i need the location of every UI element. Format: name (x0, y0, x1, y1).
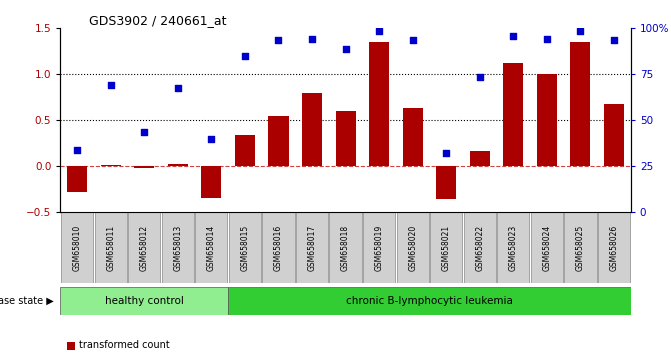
Bar (329, 212, 362, 283)
Point (541, 36, 552, 42)
Bar (604, 104, 624, 166)
Bar (296, 212, 328, 283)
Point (206, 136, 217, 142)
Point (172, 85, 183, 91)
Text: GSM658012: GSM658012 (140, 225, 149, 271)
Bar (201, 166, 221, 198)
Bar (403, 108, 423, 166)
Bar (363, 212, 395, 283)
Bar (564, 212, 597, 283)
Bar (570, 42, 590, 166)
Point (307, 36, 317, 42)
Point (105, 82, 116, 88)
Bar (195, 212, 227, 283)
Bar (302, 93, 322, 166)
Text: GSM658016: GSM658016 (274, 225, 283, 271)
Text: GDS3902 / 240661_at: GDS3902 / 240661_at (89, 14, 226, 27)
Text: disease state ▶: disease state ▶ (0, 296, 54, 306)
Bar (497, 212, 529, 283)
Bar (229, 212, 261, 283)
Text: GSM658011: GSM658011 (106, 225, 115, 271)
Text: GSM658020: GSM658020 (408, 225, 417, 271)
Point (72, 147, 83, 153)
Text: GSM658013: GSM658013 (173, 225, 183, 271)
Bar (430, 212, 462, 283)
Text: GSM658015: GSM658015 (240, 225, 250, 271)
Bar (598, 212, 630, 283)
Bar (162, 212, 194, 283)
Bar (503, 63, 523, 166)
Text: GSM658025: GSM658025 (576, 225, 585, 271)
Bar (134, 166, 154, 168)
Text: GSM658026: GSM658026 (609, 225, 619, 271)
Text: GSM658014: GSM658014 (207, 225, 216, 271)
Bar (128, 212, 160, 283)
Point (609, 38, 619, 43)
Bar (537, 74, 557, 166)
Bar (95, 212, 127, 283)
Bar (268, 116, 289, 166)
Bar (531, 212, 563, 283)
Bar (168, 164, 188, 166)
Bar (61, 212, 93, 283)
Point (139, 130, 150, 135)
Bar (101, 165, 121, 166)
Point (575, 28, 586, 34)
Text: GSM658017: GSM658017 (307, 225, 317, 271)
Text: GSM658018: GSM658018 (341, 225, 350, 271)
Point (273, 38, 284, 43)
Point (407, 38, 418, 43)
Bar (436, 166, 456, 199)
Point (240, 53, 250, 59)
Point (340, 46, 351, 51)
Text: GSM658021: GSM658021 (442, 225, 451, 271)
Point (374, 28, 384, 34)
Text: GSM658022: GSM658022 (475, 225, 484, 271)
Bar (60, 287, 228, 315)
Bar (464, 212, 496, 283)
Bar (369, 42, 389, 166)
Bar (67, 166, 87, 192)
Text: GSM658023: GSM658023 (509, 225, 518, 271)
Bar (228, 287, 631, 315)
Text: GSM658010: GSM658010 (72, 225, 82, 271)
Bar (397, 212, 429, 283)
Text: chronic B-lymphocytic leukemia: chronic B-lymphocytic leukemia (346, 296, 513, 306)
Text: GSM658019: GSM658019 (374, 225, 384, 271)
Text: GSM658024: GSM658024 (542, 225, 552, 271)
Point (508, 33, 519, 39)
Text: transformed count: transformed count (79, 340, 169, 350)
Bar (470, 151, 490, 166)
Bar (336, 111, 356, 166)
Bar (262, 212, 295, 283)
Text: healthy control: healthy control (105, 296, 184, 306)
Bar (235, 135, 255, 166)
Point (474, 74, 485, 80)
Point (441, 150, 452, 155)
